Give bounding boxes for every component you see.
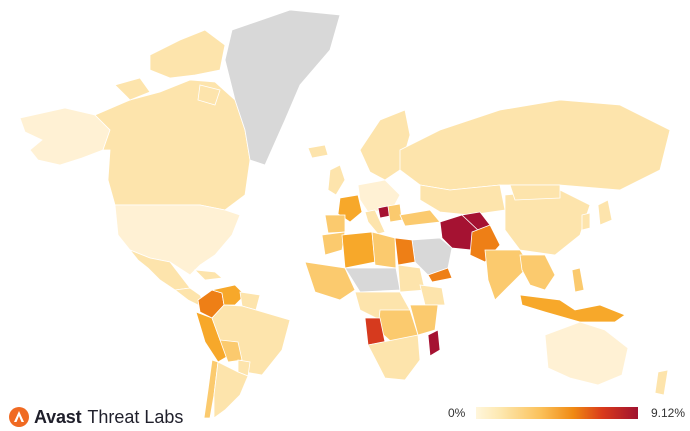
region-southern-africa [367, 334, 421, 381]
region-venezuela [210, 284, 246, 306]
region-canada-islands [114, 29, 226, 106]
region-algeria [341, 231, 376, 269]
brand-name: Avast [34, 406, 82, 427]
color-legend: 0% 9.12% [440, 404, 685, 422]
legend-min-label: 0% [448, 406, 466, 420]
region-uk [327, 164, 346, 196]
region-alaska [19, 107, 111, 166]
brand-product: Threat Labs [87, 406, 184, 427]
region-italy [364, 209, 386, 235]
region-iberia [324, 214, 346, 234]
region-libya [371, 231, 397, 269]
region-iceland [307, 144, 329, 159]
brand-logo: Avast Threat Labs [8, 404, 183, 430]
region-madagascar [427, 329, 441, 357]
region-brazil [211, 304, 291, 376]
region-china [504, 189, 591, 256]
region-indonesia [519, 294, 626, 323]
region-bolivia [219, 339, 243, 363]
region-russia [399, 99, 671, 191]
region-ethiopia [419, 284, 446, 306]
legend-max-label: 9.12% [650, 406, 685, 420]
region-turkey [399, 209, 441, 227]
legend-color-bar [476, 407, 638, 419]
region-usa [114, 204, 241, 276]
region-new-zealand [654, 369, 669, 396]
region-greenland [224, 9, 341, 166]
region-balkans [387, 203, 403, 223]
region-korea [581, 212, 591, 231]
region-mongolia [509, 184, 561, 201]
region-kazakhstan [419, 184, 506, 216]
region-west-africa [304, 261, 356, 301]
region-east-africa [409, 304, 439, 336]
region-japan [597, 199, 613, 226]
region-yemen [427, 267, 453, 283]
region-caribbean [193, 269, 223, 281]
region-argentina [213, 361, 249, 419]
region-egypt [394, 237, 416, 266]
avast-logo-icon [9, 407, 29, 427]
region-morocco [321, 231, 346, 256]
region-philippines [571, 267, 585, 293]
region-canada [94, 79, 251, 211]
region-southeast-asia [519, 254, 556, 291]
region-australia [544, 321, 629, 386]
region-india [484, 249, 531, 301]
